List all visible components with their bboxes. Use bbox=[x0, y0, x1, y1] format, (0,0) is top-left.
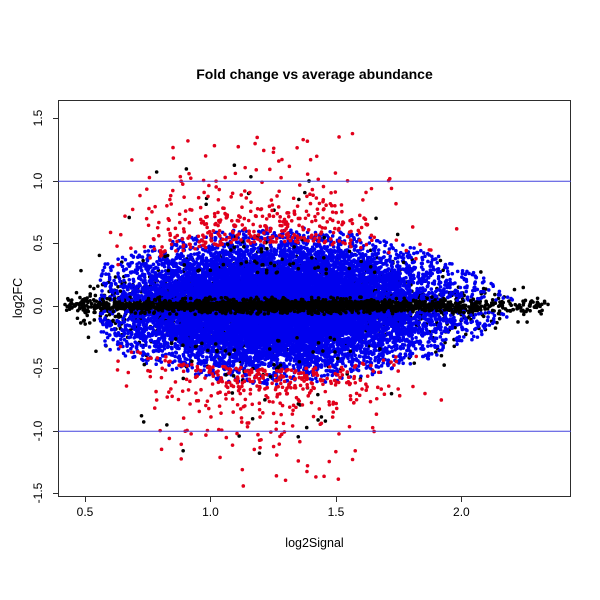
y-tick-mark bbox=[53, 368, 58, 370]
y-tick-label: -1.0 bbox=[31, 420, 45, 442]
x-tick-label: 0.5 bbox=[76, 505, 94, 519]
x-tick-label: 1.5 bbox=[327, 505, 345, 519]
x-tick-mark bbox=[210, 497, 212, 502]
y-tick-mark bbox=[53, 493, 58, 495]
y-tick-label: 0.0 bbox=[31, 297, 45, 315]
x-tick-mark bbox=[85, 497, 86, 502]
y-tick-mark bbox=[53, 243, 58, 245]
x-tick-mark bbox=[461, 497, 463, 502]
x-axis-title: log2Signal bbox=[285, 536, 344, 550]
y-tick-mark bbox=[53, 118, 58, 120]
x-tick-mark bbox=[335, 497, 337, 502]
y-tick-label: 1.0 bbox=[31, 172, 45, 190]
y-tick-label: 0.5 bbox=[31, 234, 45, 252]
plot-area-canvas bbox=[58, 100, 571, 497]
x-tick-label: 1.0 bbox=[202, 505, 219, 519]
chart-title: Fold change vs average abundance bbox=[196, 66, 433, 82]
y-tick-mark bbox=[53, 430, 58, 432]
y-tick-mark bbox=[53, 305, 58, 307]
y-axis-title: log2FC bbox=[11, 277, 25, 319]
y-tick-label: -1.5 bbox=[31, 482, 45, 504]
y-tick-mark bbox=[53, 180, 58, 182]
y-tick-label: 1.5 bbox=[31, 109, 45, 127]
x-tick-label: 2.0 bbox=[453, 505, 470, 519]
y-tick-label: -0.5 bbox=[31, 357, 45, 379]
